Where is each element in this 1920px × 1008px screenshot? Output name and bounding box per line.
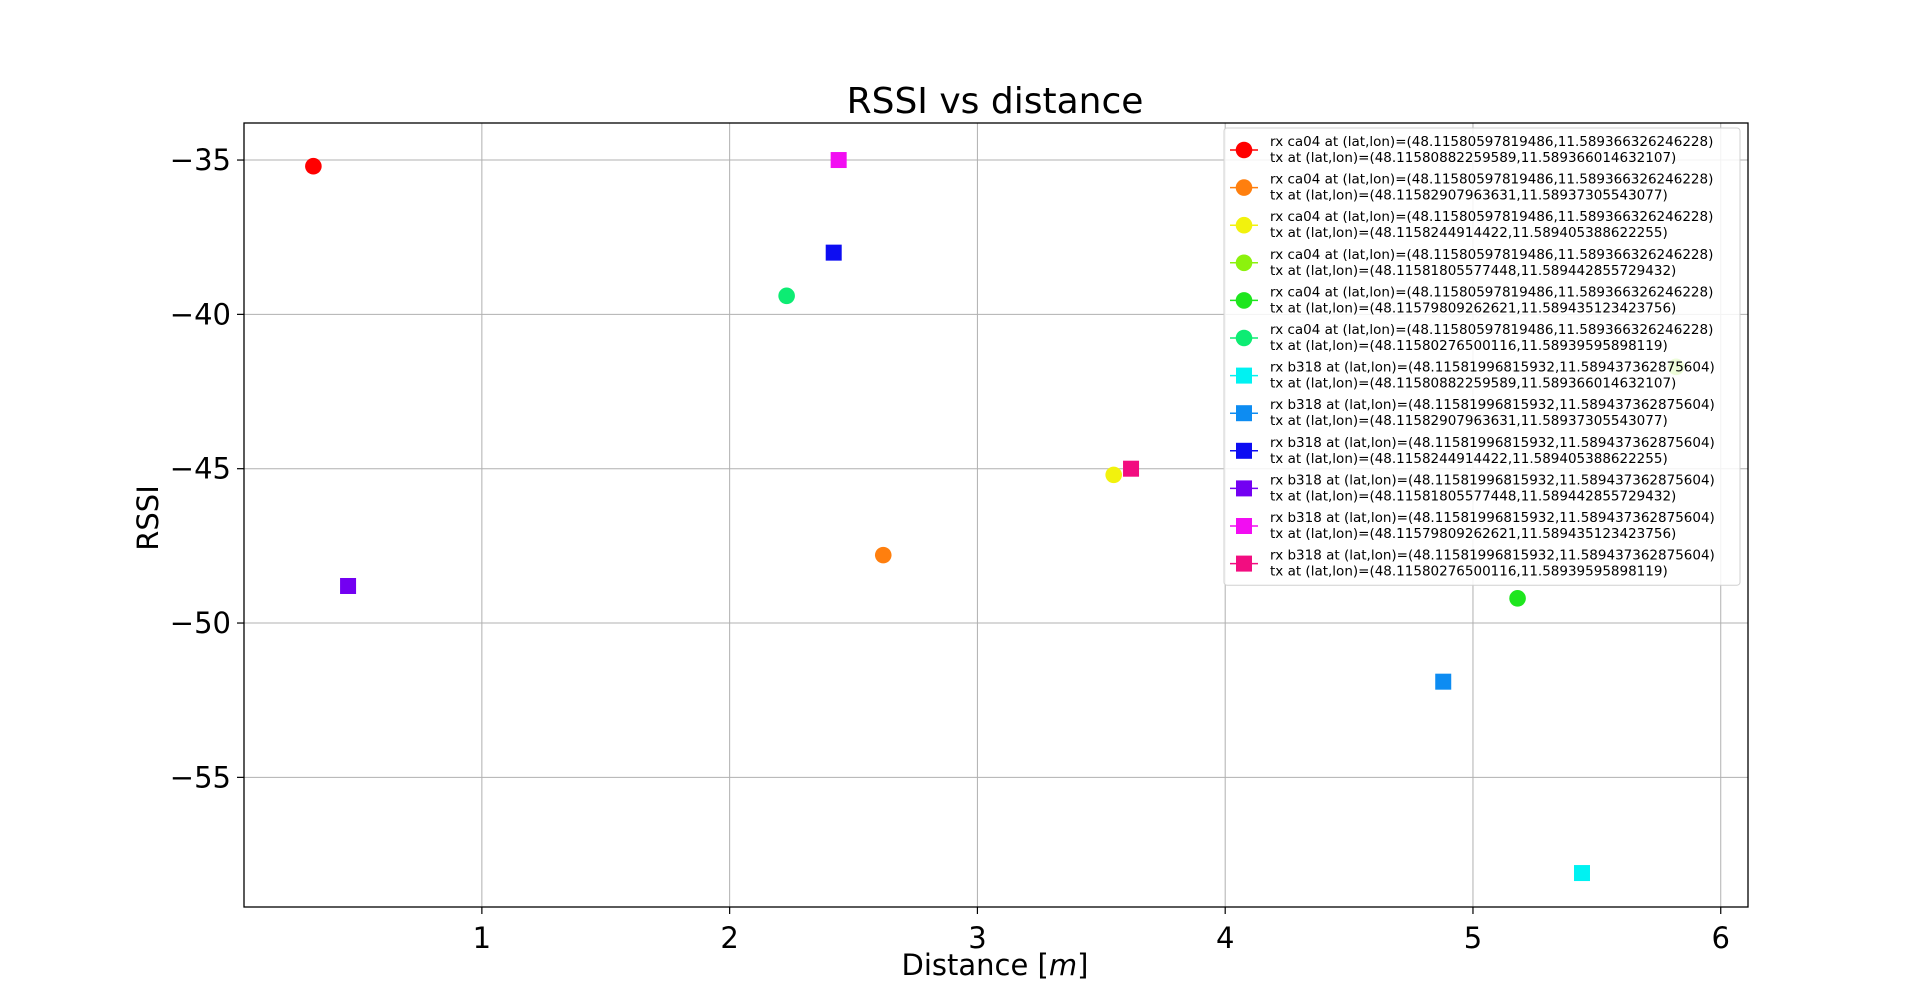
y-tick-label: −45 <box>170 452 231 486</box>
x-axis-ticks: 1 2 3 4 5 6 <box>473 907 1730 955</box>
legend-label-tx: tx at (lat,lon)=(48.11579809262621,11.58… <box>1270 300 1676 316</box>
y-tick-label: −40 <box>170 297 231 331</box>
legend-entry: rx ca04 at (lat,lon)=(48.11580597819486,… <box>1230 209 1713 241</box>
legend-entry: rx b318 at (lat,lon)=(48.11581996815932,… <box>1230 472 1715 504</box>
legend-entry: rx ca04 at (lat,lon)=(48.11580597819486,… <box>1230 322 1713 354</box>
legend-label-rx: rx ca04 at (lat,lon)=(48.11580597819486,… <box>1270 322 1713 338</box>
y-axis-ticks: −35 −40 −45 −50 −55 <box>170 143 244 794</box>
legend-marker-square <box>1236 405 1252 422</box>
legend-label-rx: rx ca04 at (lat,lon)=(48.11580597819486,… <box>1270 172 1713 188</box>
legend-entry: rx b318 at (lat,lon)=(48.11581996815932,… <box>1230 548 1715 580</box>
y-tick-label: −55 <box>170 760 231 794</box>
legend-entry: rx b318 at (lat,lon)=(48.11581996815932,… <box>1230 435 1715 467</box>
x-tick-label: 5 <box>1464 921 1482 955</box>
legend-label-tx: tx at (lat,lon)=(48.11581805577448,11.58… <box>1270 263 1676 279</box>
legend-marker-circle <box>1235 179 1253 196</box>
legend-entry: rx b318 at (lat,lon)=(48.11581996815932,… <box>1230 360 1715 392</box>
legend-label-rx: rx ca04 at (lat,lon)=(48.11580597819486,… <box>1270 209 1713 225</box>
data-point-circle <box>874 546 892 564</box>
data-point-square <box>1573 865 1590 882</box>
data-point-square <box>1123 460 1140 477</box>
x-tick-label: 2 <box>720 921 738 955</box>
legend-label-tx: tx at (lat,lon)=(48.11579809262621,11.58… <box>1270 526 1676 542</box>
legend-label-tx: tx at (lat,lon)=(48.1158244914422,11.589… <box>1270 225 1668 241</box>
legend-marker-circle <box>1235 141 1253 159</box>
plot-frame <box>243 122 1749 908</box>
legend-box <box>1223 127 1741 586</box>
legend-label-rx: rx b318 at (lat,lon)=(48.11581996815932,… <box>1270 360 1715 376</box>
data-point-square <box>825 244 842 261</box>
legend-entry: rx ca04 at (lat,lon)=(48.11580597819486,… <box>1230 134 1713 166</box>
data-point-square <box>1435 673 1452 690</box>
legend-marker-circle <box>1235 254 1253 272</box>
legend-entry: rx b318 at (lat,lon)=(48.11581996815932,… <box>1230 510 1715 542</box>
legend-label-tx: tx at (lat,lon)=(48.11582907963631,11.58… <box>1270 188 1668 204</box>
legend-label-tx: tx at (lat,lon)=(48.11580882259589,11.58… <box>1270 150 1676 166</box>
legend-marker-square <box>1236 367 1252 384</box>
legend-marker-circle <box>1235 292 1253 309</box>
legend-label-rx: rx ca04 at (lat,lon)=(48.11580597819486,… <box>1270 134 1713 150</box>
legend-label-tx: tx at (lat,lon)=(48.11581805577448,11.58… <box>1270 488 1676 504</box>
legend-label-rx: rx ca04 at (lat,lon)=(48.11580597819486,… <box>1270 247 1713 263</box>
data-point-circle <box>1509 590 1526 607</box>
x-tick-label: 4 <box>1216 921 1234 955</box>
legend-label-rx: rx b318 at (lat,lon)=(48.11581996815932,… <box>1270 435 1715 451</box>
legend-label-tx: tx at (lat,lon)=(48.1158244914422,11.589… <box>1270 451 1668 467</box>
y-tick-label: −50 <box>170 606 231 640</box>
legend-label-tx: tx at (lat,lon)=(48.11582907963631,11.58… <box>1270 413 1668 429</box>
legend-entry: rx ca04 at (lat,lon)=(48.11580597819486,… <box>1230 172 1713 204</box>
legend-label-rx: rx ca04 at (lat,lon)=(48.11580597819486,… <box>1270 284 1713 300</box>
legend-marker-square <box>1236 555 1252 572</box>
legend-marker-square <box>1236 480 1252 497</box>
legend-entry: rx b318 at (lat,lon)=(48.11581996815932,… <box>1230 397 1715 429</box>
data-point-square <box>830 152 847 169</box>
legend-entry: rx ca04 at (lat,lon)=(48.11580597819486,… <box>1230 284 1713 316</box>
legend: rx ca04 at (lat,lon)=(48.11580597819486,… <box>1223 127 1741 586</box>
legend-marker-square <box>1236 442 1252 459</box>
y-tick-label: −35 <box>170 143 231 177</box>
x-tick-label: 3 <box>968 921 986 955</box>
x-axis-label: Distance [m] <box>902 948 1089 982</box>
legend-label-tx: tx at (lat,lon)=(48.11580276500116,11.58… <box>1270 338 1668 354</box>
legend-marker-circle <box>1235 329 1253 347</box>
legend-label-rx: rx b318 at (lat,lon)=(48.11581996815932,… <box>1270 510 1715 526</box>
legend-label-tx: tx at (lat,lon)=(48.11580882259589,11.58… <box>1270 376 1676 392</box>
legend-label-rx: rx b318 at (lat,lon)=(48.11581996815932,… <box>1270 472 1715 488</box>
data-point-circle <box>305 157 322 175</box>
legend-label-tx: tx at (lat,lon)=(48.11580276500116,11.58… <box>1270 564 1668 580</box>
legend-entry: rx ca04 at (lat,lon)=(48.11580597819486,… <box>1230 247 1713 279</box>
legend-marker-circle <box>1235 216 1253 234</box>
legend-label-rx: rx b318 at (lat,lon)=(48.11581996815932,… <box>1270 548 1715 564</box>
legend-label-rx: rx b318 at (lat,lon)=(48.11581996815932,… <box>1270 397 1715 413</box>
x-tick-label: 1 <box>473 921 491 955</box>
data-point-square <box>340 577 357 594</box>
chart-title: RSSI vs distance <box>847 81 1144 122</box>
y-axis-label: RSSI <box>131 485 165 551</box>
x-tick-label: 6 <box>1712 921 1730 955</box>
legend-marker-square <box>1236 518 1252 534</box>
data-point-circle <box>778 287 795 305</box>
data-point-circle <box>1105 466 1122 484</box>
